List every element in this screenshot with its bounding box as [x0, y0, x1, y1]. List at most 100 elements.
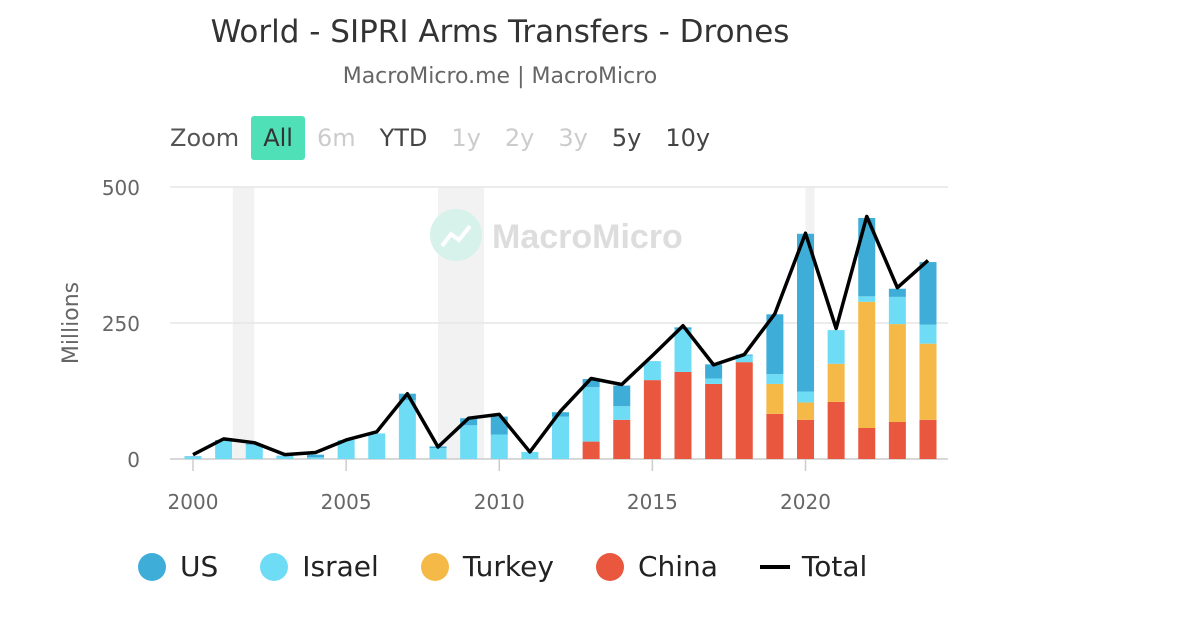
zoom-bar: Zoom All 6m YTD 1y 2y 3y 5y 10y [170, 116, 722, 160]
legend-us-label: US [180, 550, 219, 583]
legend-turkey-marker [420, 552, 449, 581]
bar-china-2020 [797, 419, 814, 459]
bar-israel-2007 [398, 400, 416, 459]
bar-china-2017 [705, 383, 723, 459]
bar-turkey-2019 [766, 383, 784, 414]
watermark: MacroMicro [430, 209, 683, 261]
zoom-2y-button[interactable]: 2y [504, 124, 535, 152]
bar-us-2000 [184, 456, 202, 457]
bar-israel-2004 [307, 457, 324, 459]
legend-total-label: Total [801, 550, 868, 583]
bar-us-2017 [705, 364, 723, 379]
bar-israel-2005 [337, 439, 355, 459]
bar-israel-2019 [766, 374, 784, 384]
bar-turkey-2024 [919, 343, 937, 420]
legend-israel-label: Israel [302, 550, 379, 583]
legend-us-marker [138, 552, 166, 581]
bar-israel-2016 [674, 329, 692, 372]
legend-china-label: China [637, 550, 718, 583]
bar-turkey-2020 [797, 402, 814, 420]
zoom-5y-button[interactable]: 5y [611, 124, 642, 152]
total-line-layer [192, 214, 930, 457]
bar-us-2020 [797, 233, 814, 392]
bar-israel-2018 [735, 355, 753, 363]
bar-israel-2003 [276, 456, 294, 459]
bar-turkey-2022 [858, 301, 876, 428]
bar-us-2013 [582, 379, 600, 388]
x-tick-label-2000: 2000 [168, 490, 219, 514]
zoom-10y-button[interactable]: 10y [665, 124, 711, 152]
x-tick-label-2005: 2005 [321, 490, 372, 514]
bar-israel-2020 [797, 391, 814, 403]
bar-china-2022 [858, 427, 876, 459]
zoom-all-button[interactable]: All [251, 116, 305, 160]
bar-china-2014 [613, 419, 631, 459]
legend-turkey-label: Turkey [462, 550, 554, 583]
x-tick-label-2015: 2015 [627, 490, 678, 514]
bar-israel-2014 [613, 406, 631, 420]
zoom-3y-button[interactable]: 3y [558, 124, 588, 152]
bar-china-2018 [735, 362, 753, 459]
bar-us-2019 [766, 314, 784, 375]
x-tick-label-2010: 2010 [474, 490, 525, 514]
bar-china-2019 [766, 413, 784, 459]
legend-total-marker [759, 564, 790, 569]
bar-us-2009 [460, 418, 478, 426]
bar-israel-2022 [858, 296, 876, 302]
bar-china-2023 [888, 422, 906, 459]
zoom-1y-button[interactable]: 1y [451, 124, 481, 152]
bar-us-2004 [307, 454, 324, 458]
bar-china-2024 [919, 419, 937, 459]
legend-item-us[interactable]: US [138, 550, 218, 583]
y-tick-label-0: 0 [127, 448, 140, 472]
bar-israel-2002 [245, 444, 263, 459]
bar-israel-2024 [919, 324, 937, 344]
bar-israel-2013 [582, 387, 600, 442]
zoom-ytd-button[interactable]: YTD [379, 124, 428, 152]
bar-israel-2009 [460, 425, 478, 459]
x-tick-label-2020: 2020 [780, 490, 831, 514]
chart-title: World - SIPRI Arms Transfers - Drones [210, 14, 790, 50]
legend-item-total[interactable]: Total [759, 550, 868, 583]
bar-israel-2017 [705, 378, 723, 384]
bar-israel-2012 [552, 416, 569, 459]
total-line [192, 214, 930, 457]
chart-subtitle: MacroMicro.me | MacroMicro [342, 64, 658, 89]
bar-israel-2008 [429, 448, 447, 459]
legend-china-marker [595, 552, 624, 581]
legend-item-israel[interactable]: Israel [260, 550, 379, 583]
watermark-logo-icon [430, 209, 482, 261]
bar-israel-2000 [184, 456, 202, 459]
legend: US Israel Turkey China Total [138, 550, 909, 583]
legend-israel-marker [260, 552, 289, 581]
watermark-text: MacroMicro [492, 218, 683, 256]
y-axis-label: Millions [59, 282, 84, 364]
watermark-logo-mark [440, 224, 472, 248]
bars [184, 218, 937, 459]
bar-china-2021 [827, 401, 845, 459]
bar-israel-2010 [490, 434, 508, 459]
bar-us-2024 [919, 262, 937, 325]
legend-item-turkey[interactable]: Turkey [420, 550, 554, 583]
zoom-6m-button[interactable]: 6m [316, 124, 356, 152]
bar-israel-2011 [521, 451, 539, 459]
bar-china-2015 [643, 380, 661, 459]
y-tick-label-500: 500 [102, 176, 140, 200]
legend-item-china[interactable]: China [595, 550, 718, 583]
zoom-label: Zoom [170, 124, 240, 152]
bar-china-2016 [674, 371, 692, 459]
bar-israel-2023 [888, 296, 906, 325]
bar-israel-2021 [827, 330, 845, 364]
bar-israel-2001 [215, 441, 233, 459]
bar-turkey-2021 [827, 363, 845, 402]
bar-turkey-2023 [888, 324, 906, 423]
bar-israel-2015 [643, 361, 661, 381]
bar-israel-2006 [368, 433, 386, 459]
bar-china-2013 [582, 441, 600, 459]
y-tick-label-250: 250 [102, 312, 140, 336]
bar-us-2014 [613, 385, 631, 407]
axes: 0 250 500 2000 2005 2010 2015 2020 [102, 176, 831, 514]
bar-us-2023 [888, 288, 906, 297]
bar-us-2012 [552, 412, 569, 417]
